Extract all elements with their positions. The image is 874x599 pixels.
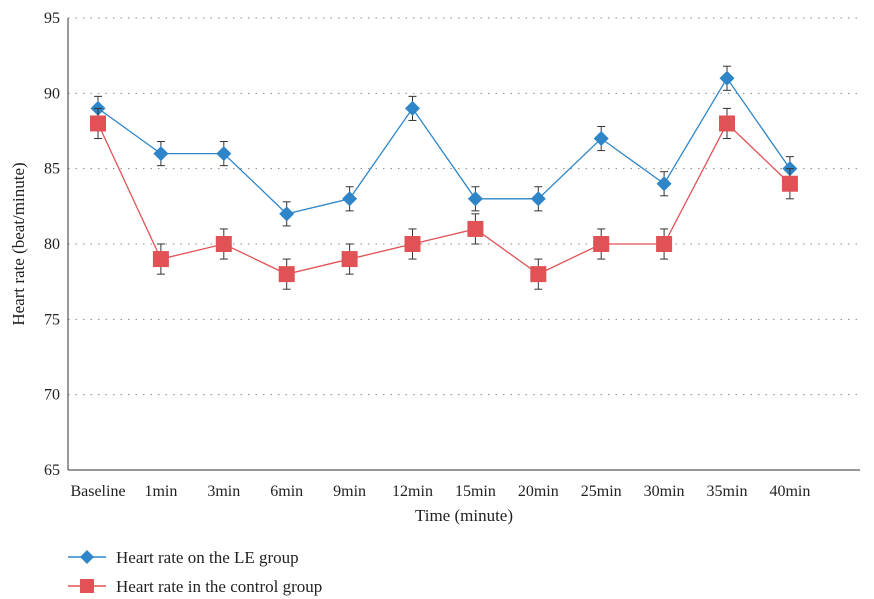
x-tick-label: 30min	[644, 483, 685, 500]
y-axis-title: Heart rate (beat/minute)	[9, 162, 28, 325]
legend: Heart rate on the LE group Heart rate in…	[68, 548, 322, 596]
data-point-square	[152, 251, 169, 268]
data-point-diamond	[342, 191, 358, 207]
data-point-square	[467, 220, 484, 237]
y-tick-label: 75	[44, 311, 60, 328]
data-point-square	[781, 175, 798, 192]
data-point-diamond	[467, 191, 483, 207]
x-tick-labels: Baseline 1min 3min 6min 9min 12min 15min 20min 2…	[70, 483, 810, 500]
x-tick-label: 1min	[144, 483, 177, 500]
data-point-square	[530, 266, 547, 283]
legend-item-control-group: Heart rate in the control group	[68, 577, 322, 596]
series-control-group	[90, 107, 798, 290]
data-point-diamond	[593, 131, 609, 147]
data-point-square	[404, 236, 421, 252]
y-tick-label: 65	[44, 462, 60, 479]
x-tick-label: 6min	[270, 483, 303, 500]
y-tick-label: 90	[44, 85, 60, 102]
y-tick-label: 80	[44, 236, 60, 253]
x-tick-label: 12min	[392, 483, 433, 500]
series-line	[97, 77, 791, 215]
data-point-square	[593, 236, 610, 252]
legend-square-icon	[80, 579, 94, 593]
legend-label-le: Heart rate on the LE group	[116, 548, 299, 567]
series-line	[97, 122, 791, 275]
legend-label-control: Heart rate in the control group	[116, 577, 322, 596]
data-point-square	[719, 115, 735, 132]
y-tick-label: 70	[44, 387, 60, 404]
x-tick-label: 3min	[207, 483, 240, 500]
x-tick-label: 25min	[581, 483, 622, 500]
data-point-square	[656, 236, 673, 252]
x-tick-label: 9min	[333, 483, 366, 500]
data-point-diamond	[656, 176, 672, 192]
grid-lines	[68, 17, 860, 396]
y-tick-labels: 65 70 75 80 85 90 95	[44, 10, 60, 479]
data-point-diamond	[405, 100, 420, 116]
data-point-diamond	[719, 70, 735, 86]
data-point-square	[215, 236, 232, 252]
x-tick-label: 20min	[518, 483, 559, 500]
axes	[67, 18, 860, 471]
series	[90, 65, 798, 290]
legend-item-le-group: Heart rate on the LE group	[68, 548, 299, 567]
legend-diamond-icon	[80, 550, 94, 564]
x-tick-label: 40min	[769, 483, 810, 500]
data-point-square	[90, 115, 106, 132]
data-point-diamond	[153, 146, 169, 162]
y-tick-label: 95	[44, 10, 60, 27]
data-point-diamond	[216, 146, 232, 162]
y-tick-label: 85	[44, 161, 60, 178]
x-tick-label: 15min	[455, 483, 496, 500]
x-tick-label: Baseline	[70, 483, 125, 500]
x-axis-title: Time (minute)	[415, 506, 513, 525]
series-le-group	[90, 65, 798, 227]
data-point-diamond	[530, 191, 546, 207]
data-point-diamond	[279, 206, 295, 222]
x-tick-label: 35min	[707, 483, 748, 500]
data-point-square	[278, 266, 295, 283]
data-point-square	[341, 251, 358, 268]
